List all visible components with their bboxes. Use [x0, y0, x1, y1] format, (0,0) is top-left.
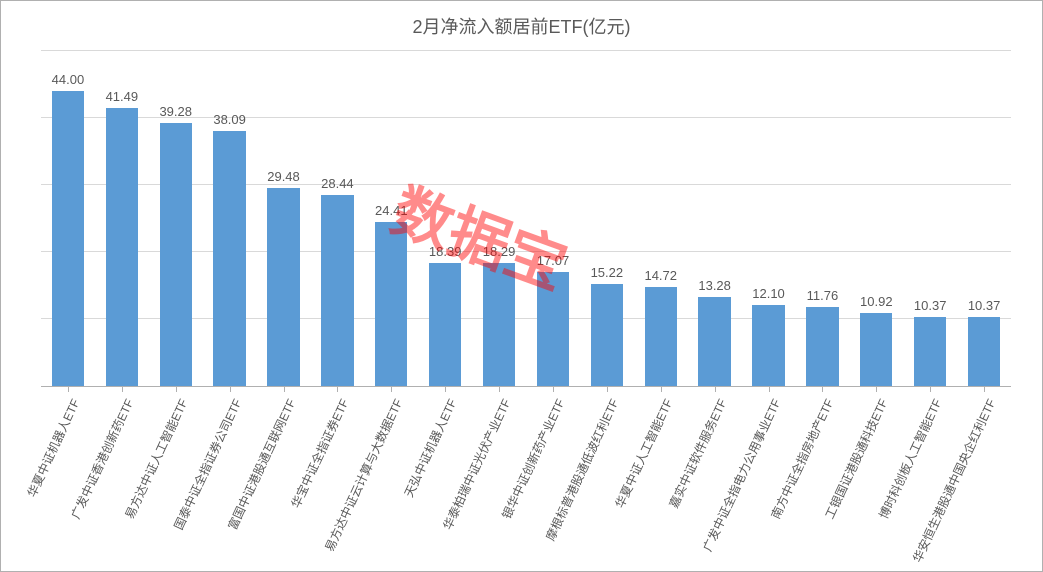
bar-value-label: 10.92: [860, 294, 893, 309]
bar-slot: 28.44: [310, 176, 364, 386]
bar-value-label: 10.37: [914, 298, 947, 313]
bar-value-label: 29.48: [267, 169, 300, 184]
x-labels-group: 华夏中证机器人ETF广发中证香港创新药ETF易方达中证人工智能ETF国泰中证全指…: [41, 386, 1011, 566]
chart-title: 2月净流入额居前ETF(亿元): [1, 13, 1042, 39]
x-tick: [230, 386, 231, 392]
bar-value-label: 28.44: [321, 176, 354, 191]
chart-container: 2月净流入额居前ETF(亿元) 44.00 41.49 39.28 38.09 29.4…: [0, 0, 1043, 572]
bar: [52, 91, 84, 386]
x-tick: [337, 386, 338, 392]
x-tick: [68, 386, 69, 392]
bars-group: 44.00 41.49 39.28 38.09 29.48 28.44 24.41 18.39…: [41, 51, 1011, 386]
bar-value-label: 18.29: [483, 244, 516, 259]
x-tick: [445, 386, 446, 392]
bar: [645, 287, 677, 386]
bar: [752, 305, 784, 386]
bar: [968, 317, 1000, 386]
x-tick: [176, 386, 177, 392]
x-tick: [876, 386, 877, 392]
bar-slot: 10.37: [903, 298, 957, 386]
bar-slot: 38.09: [203, 112, 257, 386]
x-tick: [769, 386, 770, 392]
bar-slot: 13.28: [688, 278, 742, 386]
bar-slot: 15.22: [580, 265, 634, 386]
bar-slot: 18.29: [472, 244, 526, 386]
x-tick: [607, 386, 608, 392]
x-tick: [822, 386, 823, 392]
bar: [375, 222, 407, 386]
bar: [537, 272, 569, 386]
bar-value-label: 14.72: [644, 268, 677, 283]
bar-slot: 18.39: [418, 244, 472, 386]
bar-slot: 41.49: [95, 89, 149, 386]
bar-slot: 12.10: [742, 286, 796, 386]
bar-value-label: 39.28: [159, 104, 192, 119]
bar-value-label: 41.49: [106, 89, 139, 104]
bar-slot: 11.76: [795, 288, 849, 386]
bar: [698, 297, 730, 386]
bar-slot: 29.48: [257, 169, 311, 386]
bar-value-label: 17.07: [537, 253, 570, 268]
bar: [860, 313, 892, 386]
x-label: 华夏中证机器人ETF: [23, 396, 83, 500]
bar-slot: 10.92: [849, 294, 903, 386]
bar: [483, 263, 515, 386]
x-tick: [553, 386, 554, 392]
bar-slot: 17.07: [526, 253, 580, 386]
bar-value-label: 24.41: [375, 203, 408, 218]
bar-slot: 10.37: [957, 298, 1011, 386]
bar-value-label: 18.39: [429, 244, 462, 259]
bar: [591, 284, 623, 386]
x-tick: [284, 386, 285, 392]
bar: [106, 108, 138, 386]
bar-slot: 44.00: [41, 72, 95, 386]
x-tick: [391, 386, 392, 392]
bar-value-label: 38.09: [213, 112, 246, 127]
bar-slot: 14.72: [634, 268, 688, 386]
bar-value-label: 12.10: [752, 286, 785, 301]
plot-area: 44.00 41.49 39.28 38.09 29.48 28.44 24.41 18.39…: [41, 51, 1011, 387]
bar: [429, 263, 461, 386]
x-tick: [661, 386, 662, 392]
x-tick: [930, 386, 931, 392]
x-tick: [499, 386, 500, 392]
x-tick: [122, 386, 123, 392]
bar-value-label: 13.28: [698, 278, 731, 293]
bar-value-label: 44.00: [52, 72, 85, 87]
bar: [806, 307, 838, 386]
bar-slot: 39.28: [149, 104, 203, 386]
x-label-slot: 华安恒生港股通中国央企红利ETF: [957, 386, 1011, 566]
bar-value-label: 15.22: [591, 265, 624, 280]
bar: [160, 123, 192, 386]
bar-value-label: 10.37: [968, 298, 1001, 313]
bar: [213, 131, 245, 386]
bar: [267, 188, 299, 386]
bar: [321, 195, 353, 386]
bar-value-label: 11.76: [807, 288, 839, 303]
x-tick: [715, 386, 716, 392]
bar-slot: 24.41: [364, 203, 418, 386]
x-tick: [984, 386, 985, 392]
bar: [914, 317, 946, 386]
